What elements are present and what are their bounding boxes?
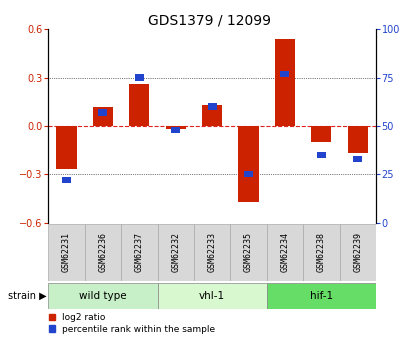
Text: GSM62233: GSM62233 bbox=[207, 231, 217, 272]
Text: GSM62235: GSM62235 bbox=[244, 231, 253, 272]
Text: GSM62234: GSM62234 bbox=[281, 231, 289, 272]
Text: GSM62231: GSM62231 bbox=[62, 231, 71, 272]
Bar bbox=[158, 283, 267, 309]
Bar bbox=[48, 283, 158, 309]
Bar bbox=[62, 177, 71, 183]
Text: GDS1379 / 12099: GDS1379 / 12099 bbox=[149, 14, 271, 28]
Bar bbox=[353, 156, 362, 162]
Bar bbox=[275, 39, 295, 126]
Bar bbox=[202, 105, 222, 126]
Bar bbox=[303, 224, 339, 281]
Bar bbox=[267, 283, 376, 309]
Bar bbox=[207, 104, 217, 110]
Bar bbox=[93, 107, 113, 126]
Bar bbox=[98, 109, 108, 116]
Bar bbox=[317, 152, 326, 158]
Text: GSM62236: GSM62236 bbox=[98, 231, 108, 272]
Bar bbox=[171, 127, 180, 133]
Bar bbox=[230, 224, 267, 281]
Bar bbox=[239, 126, 259, 201]
Bar bbox=[129, 84, 150, 126]
Text: hif-1: hif-1 bbox=[310, 291, 333, 301]
Bar bbox=[135, 75, 144, 81]
Text: strain ▶: strain ▶ bbox=[8, 291, 46, 301]
Text: GSM62238: GSM62238 bbox=[317, 231, 326, 272]
Text: GSM62232: GSM62232 bbox=[171, 231, 180, 272]
Bar bbox=[158, 224, 194, 281]
Bar bbox=[121, 224, 158, 281]
Bar bbox=[267, 224, 303, 281]
Bar bbox=[311, 126, 331, 142]
Legend: log2 ratio, percentile rank within the sample: log2 ratio, percentile rank within the s… bbox=[49, 313, 215, 334]
Bar bbox=[57, 126, 76, 169]
Bar bbox=[85, 224, 121, 281]
Bar bbox=[165, 126, 186, 129]
Bar bbox=[48, 224, 85, 281]
Bar bbox=[339, 224, 376, 281]
Bar bbox=[348, 126, 368, 153]
Text: vhl-1: vhl-1 bbox=[199, 291, 225, 301]
Text: GSM62239: GSM62239 bbox=[353, 231, 362, 272]
Bar bbox=[281, 70, 289, 77]
Text: wild type: wild type bbox=[79, 291, 127, 301]
Bar bbox=[244, 171, 253, 177]
Bar bbox=[194, 224, 230, 281]
Text: GSM62237: GSM62237 bbox=[135, 231, 144, 272]
